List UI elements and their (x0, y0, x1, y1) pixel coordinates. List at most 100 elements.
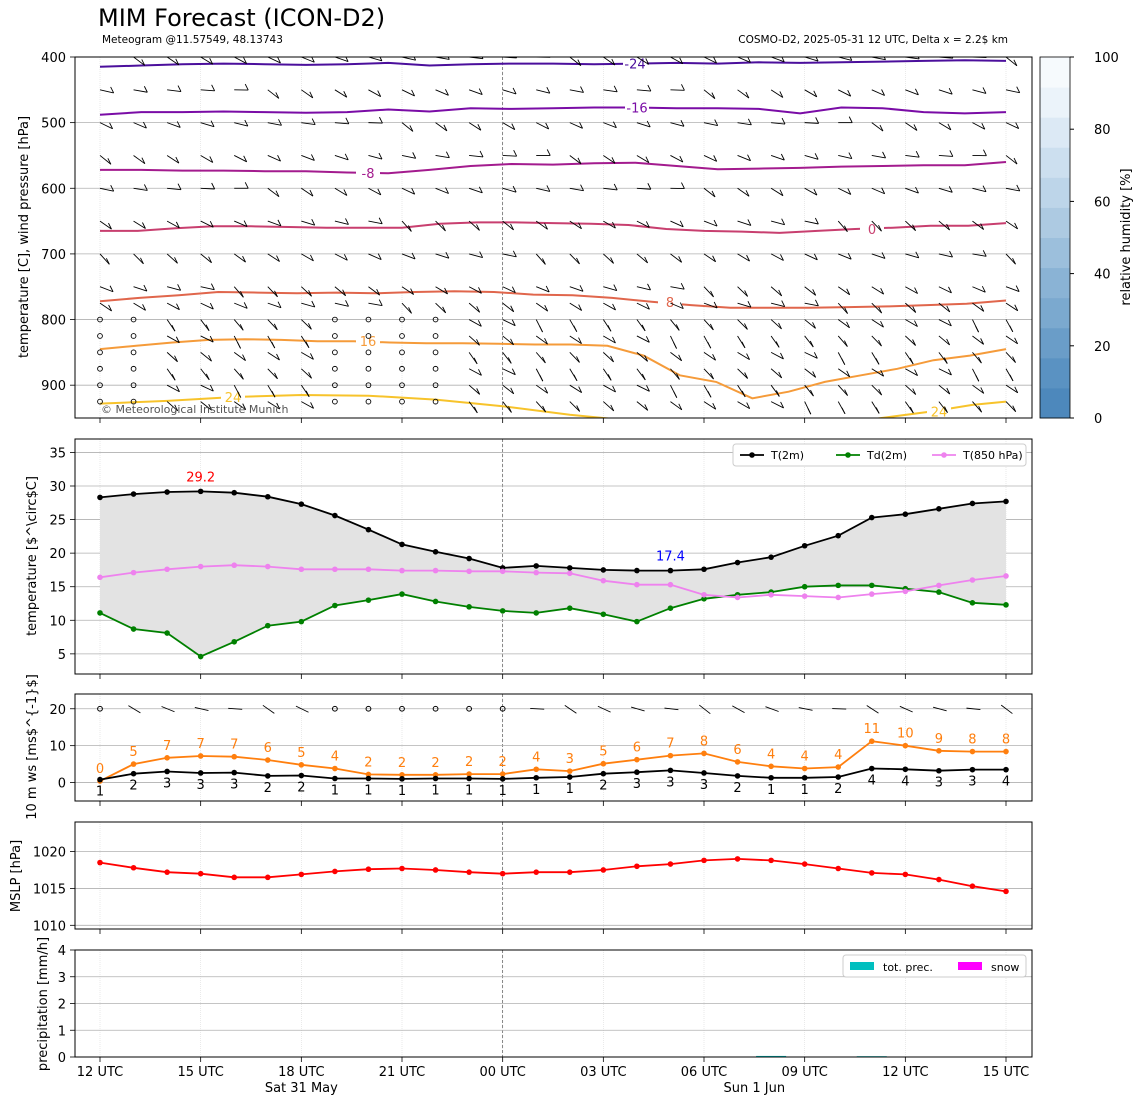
data-point (197, 870, 204, 877)
data-point (734, 856, 741, 862)
wind-barb (401, 220, 412, 232)
data-point (801, 774, 808, 781)
wind-barb-feather (1016, 86, 1021, 93)
wind-barb (401, 253, 416, 260)
wind-barb-feather (880, 369, 885, 377)
wind-barb (804, 351, 818, 359)
wind-barb-feather (511, 368, 516, 375)
wind-barb-feather (345, 218, 349, 225)
wind-barb (770, 253, 784, 261)
wind-barb-feather (275, 92, 280, 99)
data-point (332, 868, 338, 875)
wind-barb-feather (345, 117, 350, 125)
temperature-ylabel: temperature [$^\circ$C] (25, 476, 40, 636)
wind-barb-feather (612, 385, 616, 393)
wind-barb (770, 286, 782, 297)
calm-wind-circle (332, 398, 338, 405)
wind-barb (804, 57, 819, 62)
wind-barb-feather (109, 285, 114, 292)
wind-barb (972, 401, 982, 413)
wind-barb-feather (209, 384, 214, 392)
wind-barb-feather (211, 84, 216, 91)
wind-barb-feather (881, 187, 886, 194)
wind-barb-feather (745, 190, 750, 197)
wind-barb-feather (778, 289, 783, 297)
wind-barb (502, 122, 516, 131)
wind-barb (1005, 286, 1020, 292)
model-subtitle: COSMO-D2, 2025-05-31 12 UTC, Delta x = 2… (738, 34, 1008, 46)
wind-barb-feather (277, 57, 281, 64)
data-point (835, 532, 842, 539)
wind-barb-feather (209, 221, 214, 228)
wind-barb-feather (171, 324, 176, 332)
data-point (231, 753, 238, 760)
data-point (600, 760, 607, 767)
wind-barb-feather (744, 323, 748, 330)
wind-barb (871, 319, 884, 328)
colorbar-band (1040, 297, 1070, 329)
wind-barb (938, 253, 953, 258)
wind-barb-feather (271, 341, 276, 349)
wind-barb-feather (681, 182, 685, 189)
wind-barb-feather (177, 85, 182, 92)
wind-barb (569, 335, 582, 344)
wind-barb (200, 302, 214, 310)
data-point (533, 610, 540, 616)
panel-border (74, 56, 1033, 419)
colorbar-band (1040, 147, 1070, 178)
wind-barb-feather (545, 122, 550, 130)
data-point (634, 769, 640, 776)
wind-barb-feather (644, 355, 649, 362)
wind-barb (301, 122, 316, 126)
wind-barb (267, 253, 280, 262)
wind-barb (630, 706, 645, 712)
wind-barb-feather (142, 304, 146, 311)
wind-barb-feather (274, 372, 278, 380)
wind-barb-feather (310, 353, 314, 360)
wind-barb (938, 187, 953, 193)
legend-label: T(850 hPa) (962, 449, 1023, 462)
wind-barb-feather (243, 220, 248, 227)
wind-barb-feather (814, 153, 819, 160)
y-tick-label: 1020 (33, 846, 66, 861)
wind-barb (502, 220, 514, 231)
wind-barb-feather (576, 356, 580, 363)
wind-barb (905, 155, 920, 158)
wind-barb (603, 401, 615, 412)
wind-barb-feather (645, 221, 650, 228)
wind-barb (368, 57, 383, 62)
colorbar-tick-label: 80 (1094, 123, 1111, 138)
wind-barb (468, 286, 482, 294)
wind-barb (972, 122, 986, 130)
wind-barb (1005, 57, 1018, 67)
wind-barb-feather (311, 300, 316, 308)
data-point (466, 604, 472, 610)
data-point (701, 596, 707, 602)
wind-barb (435, 155, 450, 159)
wind-barb-feather (613, 284, 618, 291)
wind-barb (636, 253, 648, 264)
wind-barb-feather (546, 185, 551, 192)
wind-barb (401, 187, 415, 195)
data-point (1003, 602, 1009, 608)
wind-barb (905, 384, 917, 395)
colorbar-band (1040, 237, 1070, 269)
wind-barb-feather (647, 84, 652, 92)
wind-barb (536, 122, 549, 130)
data-point (231, 769, 238, 776)
data-point (768, 774, 774, 781)
wind-barb-feather (975, 375, 980, 382)
isotherm-label-bg (221, 388, 245, 404)
data-label: 11 (864, 722, 881, 737)
wind-barb-feather (511, 319, 516, 326)
data-point (734, 594, 741, 601)
wind-barb (133, 57, 146, 66)
wind-barb-feather (580, 86, 584, 93)
wind-barb-feather (809, 340, 814, 348)
wind-barb (200, 89, 215, 92)
wind-barb (334, 220, 349, 225)
y-tick-label: 25 (49, 514, 66, 529)
wind-barbs (97, 57, 1021, 415)
wind-barb-feather (646, 385, 650, 392)
wind-barb (267, 89, 280, 99)
